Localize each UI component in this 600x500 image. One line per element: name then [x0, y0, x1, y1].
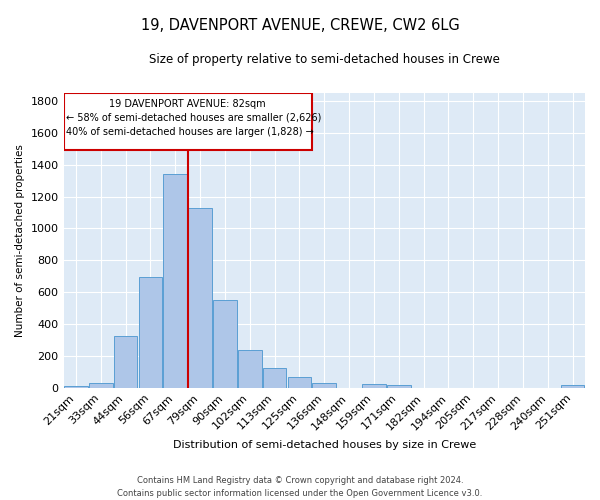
X-axis label: Distribution of semi-detached houses by size in Crewe: Distribution of semi-detached houses by … [173, 440, 476, 450]
Bar [362, 384, 386, 388]
Bar [89, 383, 113, 388]
Bar [163, 174, 187, 388]
Bar [387, 386, 410, 388]
Bar [139, 277, 162, 388]
Bar [287, 376, 311, 388]
Bar [114, 336, 137, 388]
Bar [238, 350, 262, 388]
Text: Contains HM Land Registry data © Crown copyright and database right 2024.
Contai: Contains HM Land Registry data © Crown c… [118, 476, 482, 498]
Text: 19 DAVENPORT AVENUE: 82sqm: 19 DAVENPORT AVENUE: 82sqm [109, 98, 266, 108]
Text: 40% of semi-detached houses are larger (1,828) →: 40% of semi-detached houses are larger (… [66, 126, 314, 136]
FancyBboxPatch shape [64, 93, 312, 150]
Bar [64, 386, 88, 388]
Bar [561, 386, 584, 388]
Bar [313, 383, 336, 388]
Title: Size of property relative to semi-detached houses in Crewe: Size of property relative to semi-detach… [149, 52, 500, 66]
Y-axis label: Number of semi-detached properties: Number of semi-detached properties [15, 144, 25, 337]
Bar [188, 208, 212, 388]
Text: ← 58% of semi-detached houses are smaller (2,626): ← 58% of semi-detached houses are smalle… [66, 112, 322, 122]
Bar [213, 300, 237, 388]
Text: 19, DAVENPORT AVENUE, CREWE, CW2 6LG: 19, DAVENPORT AVENUE, CREWE, CW2 6LG [140, 18, 460, 32]
Bar [263, 368, 286, 388]
